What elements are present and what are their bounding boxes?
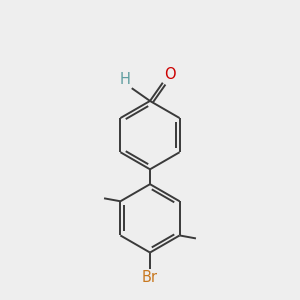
Text: H: H — [119, 72, 130, 87]
Text: O: O — [164, 67, 176, 82]
Text: Br: Br — [142, 270, 158, 285]
